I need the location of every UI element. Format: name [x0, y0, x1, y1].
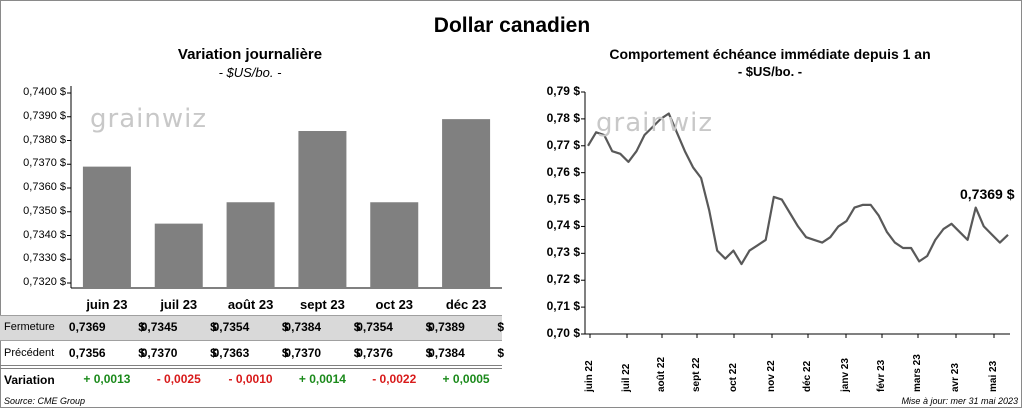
right-chart-title: Comportement échéance immédiate depuis 1…: [609, 46, 931, 62]
right-y-tick-label: 0,74 $: [546, 218, 580, 233]
currency-symbol: $: [210, 346, 217, 360]
variation-cell: + 0,0014: [298, 372, 346, 386]
update-note: Mise à jour: mer 31 mai 2023: [901, 396, 1018, 406]
precedent-value: 0,7370: [284, 346, 322, 360]
right-y-tick-label: 0,79 $: [546, 84, 580, 98]
currency-symbol: $: [281, 346, 289, 360]
precedent-cell: 0,7356 $: [69, 346, 145, 362]
left-x-category-label: sept 23: [300, 297, 345, 312]
right-x-month-label: juin 22: [584, 360, 595, 392]
precedent-value: 0,7370: [140, 346, 178, 360]
left-x-category-label: août 23: [227, 297, 274, 312]
left-y-tick-label: 0,7330 $: [23, 252, 66, 265]
row-label-variation: Variation: [4, 373, 55, 387]
right-y-tick-label: 0,75 $: [546, 191, 580, 206]
left-chart-title: Variation journalière: [177, 46, 323, 63]
fermeture-cell: 0,7384 $: [284, 320, 360, 336]
fermeture-cell: 0,7389 $: [428, 320, 504, 336]
currency-symbol: $: [425, 346, 433, 360]
left-x-category-label: oct 23: [375, 297, 414, 312]
currency-symbol: $: [497, 320, 505, 334]
left-y-tick-label: 0,7370 $: [23, 157, 66, 170]
currency-symbol: $: [353, 320, 361, 334]
currency-symbol: $: [425, 320, 433, 334]
left-y-tick-label: 0,7360 $: [23, 181, 66, 193]
left-y-tick-label: 0,7400 $: [23, 86, 66, 98]
last-value-callout: 0,7369 $: [960, 186, 1015, 202]
left-y-tick-label: 0,7340 $: [23, 228, 66, 241]
fermeture-row-bg: [0, 315, 502, 341]
precedent-value: 0,7356: [68, 346, 106, 360]
right-watermark-logo: grainwiz: [596, 108, 713, 138]
right-x-month-label: mars 23: [912, 354, 923, 392]
left-watermark-logo: grainwiz: [90, 104, 207, 134]
precedent-cell: 0,7363 $: [213, 346, 289, 362]
fermeture-cell: 0,7345 $: [141, 320, 217, 336]
precedent-cell: 0,7384 $: [428, 346, 504, 362]
left-x-category-label: juin 23: [86, 297, 128, 312]
right-x-month-label: mai 23: [988, 360, 999, 392]
right-y-tick-label: 0,73 $: [546, 245, 580, 260]
left-x-category-label: juil 23: [160, 297, 198, 312]
right-x-month-label: nov 22: [766, 360, 777, 392]
right-y-tick-label: 0,72 $: [546, 272, 580, 287]
table-divider-2: [0, 368, 502, 369]
left-y-tick-label: 0,7320 $: [23, 276, 66, 288]
fermeture-value: 0,7345: [140, 320, 178, 334]
right-x-month-label: févr 23: [876, 359, 887, 392]
fermeture-value: 0,7354: [212, 320, 250, 334]
right-x-month-label: janv 23: [840, 358, 851, 392]
right-x-month-label: déc 22: [802, 360, 813, 392]
fermeture-value: 0,7384: [284, 320, 322, 334]
left-x-category-label: déc 23: [445, 297, 487, 312]
row-label-fermeture: Fermeture: [4, 321, 55, 333]
right-y-tick-label: 0,78 $: [546, 110, 580, 125]
precedent-value: 0,7376: [356, 346, 393, 360]
left-y-tick-label: 0,7380 $: [23, 133, 66, 146]
fermeture-value: 0,7354: [356, 320, 393, 334]
variation-cell: - 0,0025: [156, 372, 201, 386]
right-x-month-label: oct 22: [728, 363, 739, 392]
fermeture-cell: 0,7354 $: [213, 320, 289, 336]
right-x-month-label: août 22: [656, 356, 667, 392]
right-y-tick-label: 0,77 $: [546, 137, 580, 152]
currency-symbol: $: [353, 346, 361, 360]
variation-cell: + 0,0005: [442, 372, 490, 386]
fermeture-cell: 0,7354 $: [356, 320, 432, 336]
currency-symbol: $: [138, 346, 145, 360]
left-chart-header: Variation journalière - $US/bo. -: [40, 46, 460, 80]
precedent-cell: 0,7376 $: [356, 346, 432, 362]
precedent-value: 0,7363: [212, 346, 250, 360]
right-y-tick-label: 0,76 $: [546, 164, 580, 179]
variation-cell: - 0,0022: [372, 372, 417, 386]
currency-symbol: $: [210, 320, 217, 334]
precedent-cell: 0,7370 $: [284, 346, 360, 362]
variation-cell: - 0,0010: [228, 372, 273, 386]
precedent-value: 0,7384: [428, 346, 465, 360]
right-chart-unit: - $US/bo. -: [737, 64, 803, 79]
right-y-tick-label: 0,71 $: [546, 299, 580, 314]
left-chart-unit: - $US/bo. -: [218, 65, 282, 80]
row-label-precedent: Précédent: [4, 347, 55, 359]
variation-cell: + 0,0013: [83, 372, 131, 386]
page-title: Dollar canadien: [433, 14, 591, 37]
currency-symbol: $: [138, 320, 145, 334]
precedent-cell: 0,7370 $: [141, 346, 217, 362]
right-y-tick-label: 0,70 $: [546, 326, 580, 340]
fermeture-value: 0,7369: [68, 320, 106, 334]
currency-symbol: $: [281, 320, 289, 334]
left-y-tick-label: 0,7350 $: [23, 204, 66, 217]
left-y-tick-label: 0,7390 $: [23, 109, 66, 122]
right-x-month-label: sept 22: [691, 357, 702, 392]
table-divider: [0, 365, 502, 366]
right-x-month-label: juil 22: [621, 363, 632, 392]
fermeture-cell: 0,7369 $: [69, 320, 145, 336]
fermeture-value: 0,7389: [428, 320, 465, 334]
right-x-month-label: avr 23: [950, 363, 961, 392]
source-note: Source: CME Group: [4, 396, 86, 406]
currency-symbol: $: [497, 346, 505, 360]
right-chart-header: Comportement échéance immédiate depuis 1…: [540, 46, 1000, 79]
